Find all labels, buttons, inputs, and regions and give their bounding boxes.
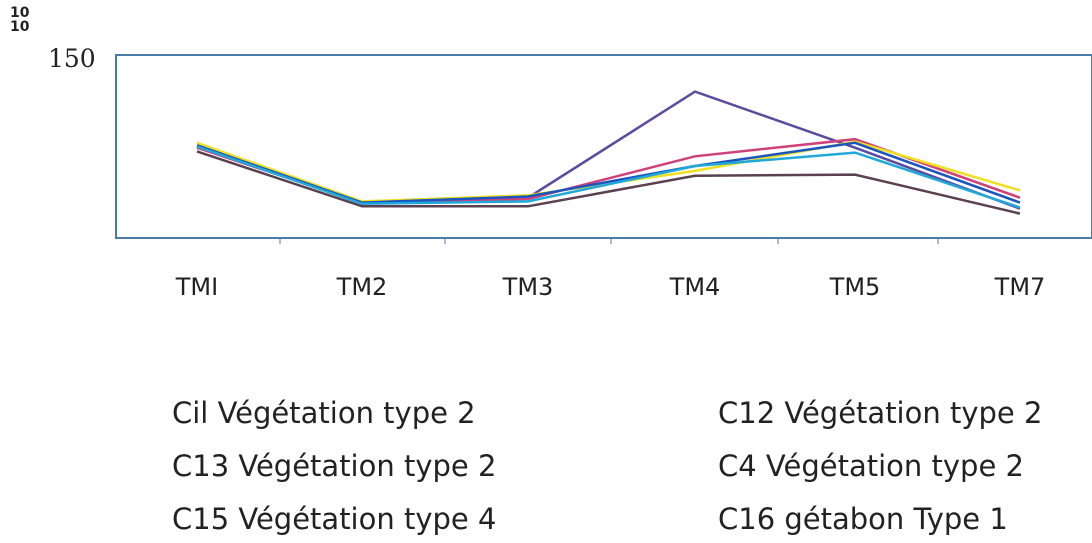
corner-label-line: 10 [10, 5, 30, 21]
x-axis: TMI TM2 TM3 TM4 TM5 TM7 [175, 238, 1046, 301]
y-axis-top-label: 150 [48, 44, 96, 73]
corner-label-line: 10 [10, 19, 30, 35]
legend-item: C12 Végétation type 2 [718, 396, 1043, 430]
legend-item: C16 gétabon Type 1 [718, 502, 1008, 536]
x-tick-label: TM3 [502, 273, 554, 301]
x-tick-label: TM7 [994, 273, 1046, 301]
series-layer [196, 90, 1021, 215]
plot-frame [115, 54, 1092, 239]
legend-item: C13 Végétation type 2 [172, 449, 497, 483]
series-line [196, 145, 1021, 209]
x-tick-label: TMI [175, 273, 218, 301]
corner-label: 10 10 [10, 6, 29, 34]
legend-item: C4 Végétation type 2 [718, 449, 1024, 483]
x-tick-label: TM2 [336, 273, 388, 301]
legend-item: C15 Végétation type 4 [172, 502, 497, 536]
series-line [196, 150, 1021, 215]
x-tick-label: TM5 [829, 273, 881, 301]
legend-item: Cil Végétation type 2 [172, 396, 476, 430]
x-tick-label: TM4 [669, 273, 721, 301]
